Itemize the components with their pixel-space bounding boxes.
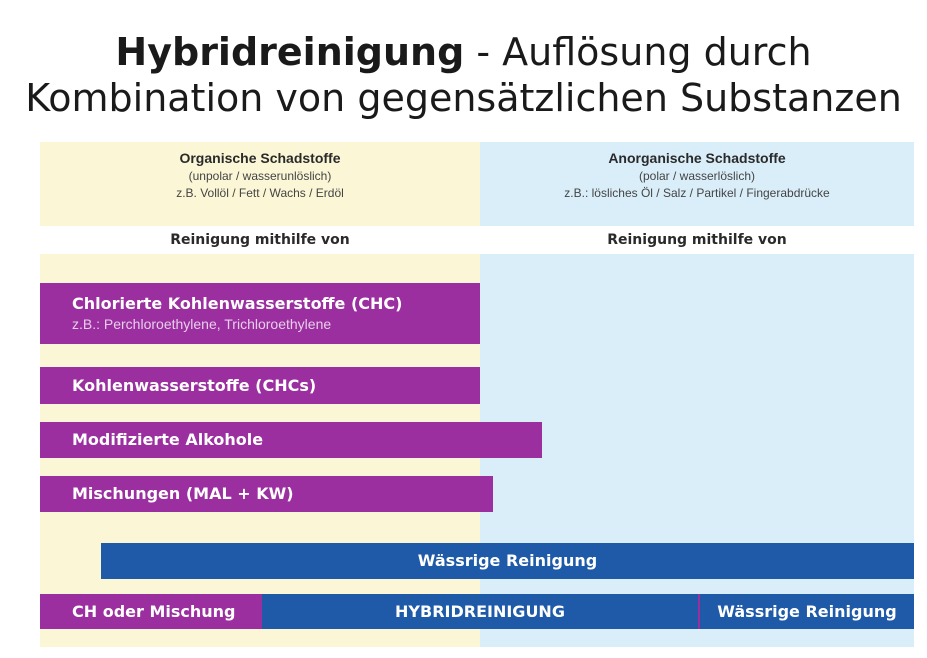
aqueous2-divider xyxy=(698,594,700,629)
ch-mix-label: CH oder Mischung xyxy=(72,602,236,621)
kw-label: Kohlenwasserstoffe (CHCs) xyxy=(72,376,317,395)
cleaning-label-band xyxy=(40,226,914,254)
aqueous2-label: Wässrige Reinigung xyxy=(717,602,897,621)
title-line-2: Kombination von gegensätzlichen Substanz… xyxy=(25,76,902,120)
title-line-1: Hybridreinigung - Auflösung durch xyxy=(0,30,927,74)
chc-bar: Chlorierte Kohlenwasserstoffe (CHC) z.B.… xyxy=(40,283,480,344)
inorganic-header: Anorganische Schadstoffe (polar / wasser… xyxy=(480,148,914,202)
aqueous-label: Wässrige Reinigung xyxy=(417,551,598,570)
chc-sublabel: z.B.: Perchloroethylene, Trichloroethyle… xyxy=(72,316,332,332)
chc-label: Chlorierte Kohlenwasserstoffe (CHC) xyxy=(72,294,403,313)
kw-bar: Kohlenwasserstoffe (CHCs) xyxy=(40,367,480,404)
organic-cleaning-label: Reinigung mithilfe von xyxy=(170,232,350,248)
mix-label: Mischungen (MAL + KW) xyxy=(72,484,294,503)
slide-title: Hybridreinigung - Auflösung durch Kombin… xyxy=(0,30,927,122)
inorganic-sub1: (polar / wasserlöslich) xyxy=(638,169,756,183)
organic-sub1: (unpolar / wasserunlöslich) xyxy=(188,169,332,183)
organic-header: Organische Schadstoffe (unpolar / wasser… xyxy=(40,148,480,202)
hybrid-label: HYBRIDREINIGUNG xyxy=(395,602,565,621)
title-bold: Hybridreinigung xyxy=(115,30,465,74)
inorganic-cleaning-label: Reinigung mithilfe von xyxy=(607,232,787,248)
ch-mix-bar: CH oder Mischung xyxy=(40,594,262,629)
hybrid-bar: HYBRIDREINIGUNG xyxy=(262,594,698,629)
mal-bar: Modifizierte Alkohole xyxy=(40,422,542,458)
inorganic-heading: Anorganische Schadstoffe xyxy=(608,150,786,166)
organic-heading: Organische Schadstoffe xyxy=(179,150,341,166)
aqueous-bar: Wässrige Reinigung xyxy=(101,543,914,579)
mix-bar: Mischungen (MAL + KW) xyxy=(40,476,493,512)
mal-label: Modifizierte Alkohole xyxy=(72,430,264,449)
aqueous2-bar: Wässrige Reinigung xyxy=(700,594,914,629)
title-rest: - Auflösung durch xyxy=(464,30,812,74)
inorganic-sub2: z.B.: lösliches Öl / Salz / Partikel / F… xyxy=(564,186,830,200)
organic-sub2: z.B. Vollöl / Fett / Wachs / Erdöl xyxy=(176,186,344,200)
